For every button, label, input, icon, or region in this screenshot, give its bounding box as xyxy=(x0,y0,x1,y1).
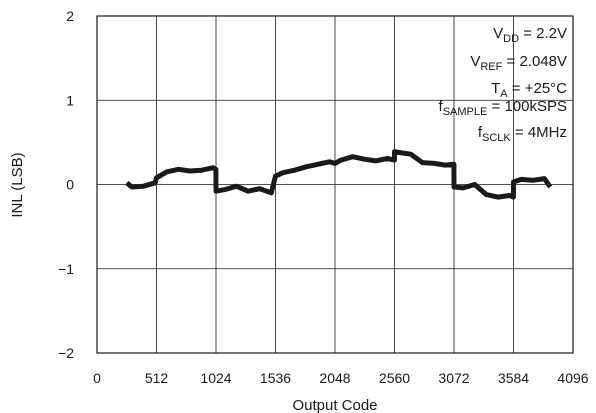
x-axis-label: Output Code xyxy=(292,397,377,413)
annotation-line: VDD = 2.2V xyxy=(493,25,567,45)
annotation-block: VDD = 2.2V VREF = 2.048V TA = +25°CfSAMPLE… xyxy=(439,25,568,144)
x-tick-label: 1536 xyxy=(260,370,291,386)
annotation-line: fSCLK = 4MHz xyxy=(478,124,567,144)
y-tick-labels: −2 −1 0 1 2 xyxy=(58,8,74,361)
x-tick-label: 0 xyxy=(93,370,101,386)
x-tick-label: 4096 xyxy=(557,370,588,386)
x-tick-label: 3072 xyxy=(438,370,469,386)
y-tick-label: 0 xyxy=(66,177,74,193)
annotation-line: VREF = 2.048V xyxy=(470,53,567,73)
y-axis-label: INL (LSB) xyxy=(9,152,26,217)
y-tick-label: −2 xyxy=(58,345,74,361)
annotation-line: TA = +25°C xyxy=(491,80,567,100)
x-tick-label: 2048 xyxy=(319,370,350,386)
grid xyxy=(97,16,573,353)
inl-series-line xyxy=(125,149,553,200)
x-tick-label: 1024 xyxy=(200,370,231,386)
x-tick-label: 3584 xyxy=(498,370,529,386)
x-tick-labels: 0 512 1024 1536 2048 2560 3072 3584 4096 xyxy=(93,370,589,386)
x-tick-label: 2560 xyxy=(379,370,410,386)
y-tick-label: 1 xyxy=(66,92,74,108)
y-tick-label: 2 xyxy=(66,8,74,24)
x-tick-label: 512 xyxy=(145,370,169,386)
series-group xyxy=(125,149,553,200)
y-tick-label: −1 xyxy=(58,261,74,277)
annotation-line: fSAMPLE = 100kSPS xyxy=(439,98,567,118)
